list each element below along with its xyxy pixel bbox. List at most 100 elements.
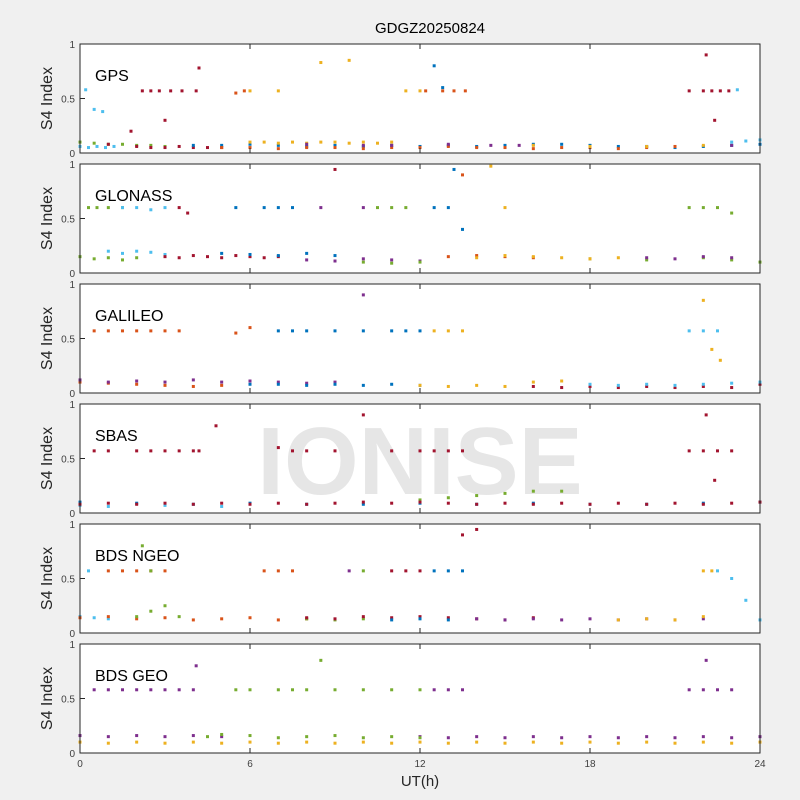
data-point <box>121 569 124 573</box>
data-point <box>87 146 90 150</box>
data-point <box>710 347 714 351</box>
data-point <box>616 144 620 148</box>
data-point <box>177 256 181 260</box>
data-point <box>214 424 218 428</box>
data-point <box>276 736 280 740</box>
data-point <box>560 489 564 493</box>
data-point <box>84 88 88 92</box>
panel-bds-ngeo: 0 0.5 1 BDS NGEO S4 Index <box>39 520 762 640</box>
data-point <box>446 501 450 505</box>
data-point <box>446 618 450 622</box>
data-point <box>262 206 266 210</box>
data-point <box>735 88 739 92</box>
data-point <box>503 146 507 150</box>
data-point <box>220 256 224 260</box>
x-tick-label: 6 <box>247 759 253 770</box>
data-points <box>78 53 762 151</box>
data-point <box>475 146 479 150</box>
data-point <box>645 384 649 388</box>
data-point <box>588 740 592 744</box>
data-point <box>730 501 734 505</box>
data-point <box>531 489 535 493</box>
data-point <box>177 615 181 619</box>
data-point <box>390 206 394 210</box>
data-point <box>404 569 408 573</box>
data-point <box>716 449 719 453</box>
data-point <box>101 110 105 114</box>
y-tick-label: 0.5 <box>61 215 75 226</box>
data-point <box>135 206 139 210</box>
data-point <box>220 143 224 147</box>
plot-area <box>80 44 760 153</box>
y-tick-label: 1 <box>69 520 75 531</box>
data-point <box>673 257 677 261</box>
data-point <box>95 206 99 210</box>
data-point <box>376 206 379 210</box>
y-tick-label: 0.5 <box>61 335 75 346</box>
data-point <box>361 688 365 692</box>
data-point <box>531 617 535 621</box>
data-point <box>276 89 280 93</box>
data-point <box>730 449 734 453</box>
data-point <box>276 569 280 573</box>
data-point <box>135 329 139 333</box>
data-point <box>92 616 96 620</box>
data-point <box>701 502 705 506</box>
data-point <box>220 251 224 255</box>
data-point <box>718 358 722 362</box>
data-point <box>135 740 139 744</box>
plot-area <box>80 164 760 273</box>
data-point <box>645 144 649 148</box>
data-point <box>305 616 309 620</box>
data-point <box>361 413 365 417</box>
data-point <box>305 381 309 385</box>
data-point <box>186 211 190 215</box>
data-point <box>390 741 394 745</box>
data-point <box>248 382 252 386</box>
data-point <box>333 167 337 171</box>
data-point <box>390 258 394 262</box>
data-point <box>163 569 167 573</box>
data-point <box>404 89 408 93</box>
data-point <box>716 206 719 210</box>
data-point <box>92 257 96 261</box>
data-point <box>687 206 691 210</box>
data-point <box>503 254 507 258</box>
data-point <box>701 206 705 210</box>
data-point <box>191 449 195 453</box>
data-point <box>616 147 620 151</box>
data-point <box>194 664 198 668</box>
data-point <box>135 688 139 692</box>
data-point <box>404 329 408 333</box>
data-point <box>305 383 309 387</box>
data-point <box>305 258 309 262</box>
data-point <box>616 741 620 745</box>
data-point <box>163 503 167 507</box>
data-point <box>121 329 124 333</box>
data-point <box>163 688 167 692</box>
data-point <box>704 658 708 662</box>
data-point <box>461 449 464 453</box>
data-point <box>701 740 705 744</box>
data-point <box>163 604 167 608</box>
panel-label: GPS <box>95 68 129 85</box>
data-point <box>220 380 224 384</box>
data-point <box>418 329 422 333</box>
data-point <box>149 329 153 333</box>
data-point <box>135 569 139 573</box>
data-point <box>140 89 144 93</box>
data-point <box>248 734 252 738</box>
data-point <box>441 86 445 90</box>
data-point <box>163 616 167 620</box>
data-point <box>390 146 394 150</box>
data-point <box>106 501 110 505</box>
y-tick-label: 0 <box>69 269 75 280</box>
x-tick-label: 24 <box>754 759 766 770</box>
data-point <box>475 502 479 506</box>
data-point <box>452 167 456 171</box>
data-point <box>333 146 337 150</box>
y-tick-label: 0.5 <box>61 695 75 706</box>
y-tick-label: 0 <box>69 149 75 160</box>
